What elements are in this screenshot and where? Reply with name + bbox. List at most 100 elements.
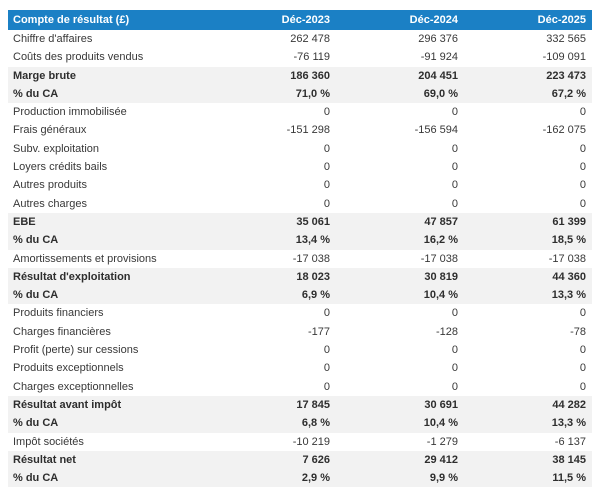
cell-value: -151 298 bbox=[286, 124, 330, 137]
row-label: Produits financiers bbox=[13, 307, 104, 320]
header-row: Compte de résultat (£) Déc-2023 Déc-2024 D… bbox=[8, 10, 592, 30]
cell-value: 0 bbox=[579, 142, 586, 155]
row-label: % du CA bbox=[13, 417, 59, 430]
cell-value: 0 bbox=[323, 106, 330, 119]
table-row: EBE 35 061 47 857 61 399 bbox=[8, 212, 592, 232]
cell-value: 0 bbox=[451, 142, 458, 155]
table-row: Autres produits 0 0 0 bbox=[8, 176, 592, 195]
cell-value: 0 bbox=[451, 179, 458, 192]
row-label: Produits exceptionnels bbox=[13, 362, 124, 375]
cell-value: 262 478 bbox=[290, 33, 330, 45]
cell-value: 0 bbox=[451, 106, 458, 119]
cell-value: 6,9 % bbox=[301, 289, 330, 302]
cell-value: 47 857 bbox=[424, 215, 458, 228]
cell-value: -1 279 bbox=[426, 435, 458, 448]
cell-value: 0 bbox=[451, 344, 458, 357]
row-label: Résultat net bbox=[13, 453, 76, 466]
row-label: Amortissements et provisions bbox=[13, 252, 157, 265]
cell-value: 0 bbox=[451, 380, 458, 393]
table-row: Production immobilisée 0 0 0 bbox=[8, 103, 592, 122]
cell-value: 10,4 % bbox=[423, 289, 458, 302]
cell-value: -128 bbox=[435, 325, 458, 338]
cell-value: 13,3 % bbox=[551, 417, 586, 430]
table-row: Produits exceptionnels 0 0 0 bbox=[8, 359, 592, 378]
row-label: % du CA bbox=[13, 472, 59, 485]
row-label: Production immobilisée bbox=[13, 106, 127, 119]
table-row: Profit (perte) sur cessions 0 0 0 bbox=[8, 341, 592, 360]
cell-value: 0 bbox=[323, 197, 330, 210]
cell-value: 0 bbox=[323, 380, 330, 393]
cell-value: 30 819 bbox=[424, 270, 458, 283]
cell-value: 0 bbox=[579, 179, 586, 192]
cell-value: 0 bbox=[323, 307, 330, 320]
cell-value: 0 bbox=[323, 344, 330, 357]
cell-value: 61 399 bbox=[552, 215, 586, 228]
table-row: Autres charges 0 0 0 bbox=[8, 194, 592, 213]
cell-value: 2,9 % bbox=[301, 472, 330, 485]
cell-value: 0 bbox=[451, 161, 458, 174]
cell-value: -91 924 bbox=[420, 51, 458, 64]
row-label: % du CA bbox=[13, 289, 59, 302]
table-row: Loyers crédits bails 0 0 0 bbox=[8, 158, 592, 177]
cell-value: 18,5 % bbox=[551, 234, 586, 247]
table-row: Produits financiers 0 0 0 bbox=[8, 304, 592, 323]
cell-value: 186 360 bbox=[290, 69, 330, 82]
cell-value: -10 219 bbox=[292, 435, 330, 448]
table-row: Chiffre d'affaires 262 478 296 376 332 565 bbox=[8, 30, 592, 49]
cell-value: 0 bbox=[323, 161, 330, 174]
table-row: % du CA 2,9 % 9,9 % 11,5 % bbox=[8, 469, 592, 488]
cell-value: 30 691 bbox=[424, 398, 458, 411]
cell-value: 35 061 bbox=[296, 215, 330, 228]
income-statement-table: Compte de résultat (£) Déc-2023 Déc-2024 D… bbox=[8, 10, 592, 488]
table-row: Charges financières -177 -128 -78 bbox=[8, 322, 592, 342]
row-label: % du CA bbox=[13, 234, 59, 247]
cell-value: -17 038 bbox=[420, 252, 458, 265]
row-label: % du CA bbox=[13, 87, 59, 100]
cell-value: 0 bbox=[323, 179, 330, 192]
column-header: Déc-2024 bbox=[336, 10, 464, 30]
row-label: Subv. exploitation bbox=[13, 142, 100, 155]
cell-value: 10,4 % bbox=[423, 417, 458, 430]
cell-value: 13,4 % bbox=[295, 234, 330, 247]
row-label: Charges exceptionnelles bbox=[13, 380, 134, 393]
cell-value: 0 bbox=[579, 106, 586, 119]
table-row: Charges exceptionnelles 0 0 0 bbox=[8, 377, 592, 396]
row-label: Résultat d'exploitation bbox=[13, 270, 131, 283]
cell-value: -78 bbox=[570, 325, 586, 338]
cell-value: 16,2 % bbox=[423, 234, 458, 247]
table-row: % du CA 6,9 % 10,4 % 13,3 % bbox=[8, 286, 592, 305]
cell-value: -177 bbox=[307, 325, 330, 338]
cell-value: 0 bbox=[579, 197, 586, 210]
cell-value: -17 038 bbox=[292, 252, 330, 265]
cell-value: 0 bbox=[451, 307, 458, 320]
cell-value: 204 451 bbox=[418, 69, 458, 82]
table-row: Amortissements et provisions -17 038 -17 0… bbox=[8, 249, 592, 268]
cell-value: 0 bbox=[579, 362, 586, 375]
row-label: Charges financières bbox=[13, 325, 111, 338]
cell-value: 0 bbox=[323, 362, 330, 375]
cell-value: 18 023 bbox=[296, 270, 330, 283]
table-row: % du CA 13,4 % 16,2 % 18,5 % bbox=[8, 231, 592, 250]
cell-value: 44 282 bbox=[552, 398, 586, 411]
cell-value: 0 bbox=[579, 161, 586, 174]
row-label: Autres charges bbox=[13, 197, 87, 210]
table-row: Marge brute 186 360 204 451 223 473 bbox=[8, 66, 592, 85]
cell-value: 0 bbox=[451, 197, 458, 210]
row-label: Autres produits bbox=[13, 179, 87, 192]
column-header: Déc-2025 bbox=[464, 10, 592, 30]
table-row: Résultat d'exploitation 18 023 30 819 44 36… bbox=[8, 267, 592, 287]
row-label: Chiffre d'affaires bbox=[13, 33, 93, 45]
cell-value: 44 360 bbox=[552, 270, 586, 283]
table-row: % du CA 6,8 % 10,4 % 13,3 % bbox=[8, 414, 592, 433]
row-label: Coûts des produits vendus bbox=[13, 51, 144, 64]
cell-value: 13,3 % bbox=[551, 289, 586, 302]
cell-value: 71,0 % bbox=[295, 87, 330, 100]
income-statement-table-container: Compte de résultat (£) Déc-2023 Déc-2024 D… bbox=[8, 10, 592, 488]
cell-value: 223 473 bbox=[546, 69, 586, 82]
row-label: Résultat avant impôt bbox=[13, 398, 122, 411]
table-row: Résultat avant impôt 17 845 30 691 44 282 bbox=[8, 395, 592, 415]
table-row: Impôt sociétés -10 219 -1 279 -6 137 bbox=[8, 432, 592, 451]
cell-value: 29 412 bbox=[424, 453, 458, 466]
cell-value: 17 845 bbox=[296, 398, 330, 411]
table-row: Subv. exploitation 0 0 0 bbox=[8, 139, 592, 159]
